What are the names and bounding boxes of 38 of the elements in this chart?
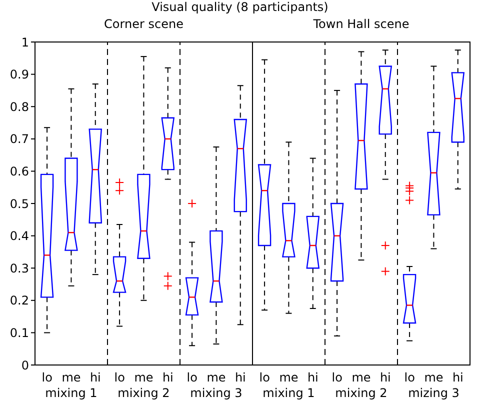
text: mixing 2 (116, 386, 171, 400)
text: Town Hall scene (312, 17, 410, 31)
x-tick-label: hi (307, 370, 318, 385)
y-tick-label: 0.4 (10, 229, 29, 244)
x-tick-label: lo (42, 370, 52, 385)
x-tick-label: me (134, 370, 154, 385)
x-tick-label: hi (234, 370, 246, 385)
x-tick-label: hi (162, 370, 174, 385)
y-tick-label: 0.6 (10, 164, 29, 178)
x-tick-label: me (279, 370, 298, 385)
text: mixing 3 (189, 386, 244, 400)
x-tick-label: hi (90, 370, 101, 385)
x-tick-label: me (62, 370, 81, 385)
y-tick-label: 0.1 (10, 326, 29, 340)
text: mixing 1 (44, 386, 98, 400)
text: mixing 1 (262, 386, 316, 400)
y-tick-label: 0.2 (10, 294, 29, 308)
text: mixing 2 (334, 386, 388, 400)
y-tick-label: 0.8 (10, 100, 29, 114)
y-tick-label: 0 (21, 358, 29, 372)
x-tick-label: me (424, 370, 444, 385)
x-tick-label: lo (332, 370, 342, 385)
y-tick-label: 1 (21, 35, 29, 50)
y-tick-label: 0.9 (10, 68, 29, 82)
x-tick-label: hi (452, 370, 464, 385)
x-tick-label: me (206, 370, 226, 385)
text: Corner scene (103, 17, 184, 31)
text: mizing 3 (407, 386, 460, 400)
y-tick-label: 0.5 (10, 196, 29, 211)
x-tick-label: lo (259, 370, 270, 385)
x-tick-label: lo (186, 370, 198, 385)
x-tick-label: hi (380, 370, 391, 385)
y-tick-label: 0.3 (10, 261, 29, 276)
chart-title: Visual quality (8 participants) (150, 0, 330, 14)
x-tick-label: lo (404, 370, 415, 385)
x-tick-label: me (352, 370, 371, 385)
y-tick-label: 0.7 (10, 132, 29, 146)
x-tick-label: lo (114, 370, 125, 385)
